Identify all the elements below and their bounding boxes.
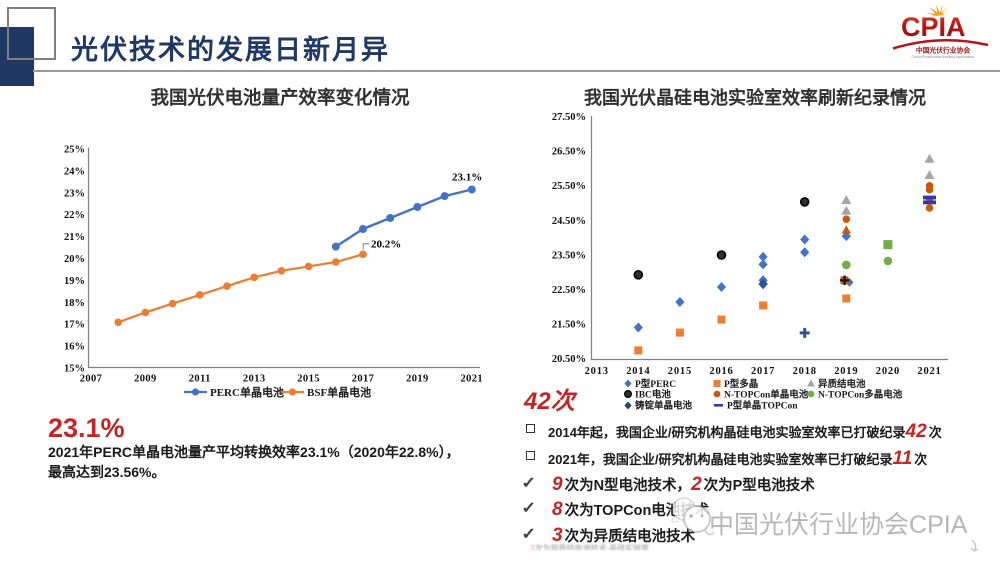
svg-text:20.50%: 20.50% (552, 354, 586, 365)
svg-text:P型PERC: P型PERC (635, 378, 676, 390)
svg-text:P型单晶TOPCon: P型单晶TOPCon (727, 400, 798, 412)
svg-text:18%: 18% (64, 298, 85, 309)
svg-text:铸锭单晶电池: 铸锭单晶电池 (635, 400, 693, 412)
svg-text:PERC单晶电池: PERC单晶电池 (210, 385, 284, 399)
svg-text:20.2%: 20.2% (371, 239, 401, 251)
svg-text:2019: 2019 (834, 366, 858, 377)
svg-text:2021: 2021 (460, 374, 483, 385)
svg-text:21.50%: 21.50% (552, 320, 586, 331)
svg-text:2015: 2015 (297, 374, 320, 385)
svg-text:15%: 15% (64, 364, 85, 375)
svg-text:27.50%: 27.50% (552, 112, 586, 123)
svg-text:2011: 2011 (189, 374, 211, 385)
svg-text:异质结电池: 异质结电池 (818, 378, 866, 390)
svg-text:26.50%: 26.50% (552, 147, 586, 158)
svg-text:中国光伏行业协会: 中国光伏行业协会 (916, 46, 971, 55)
svg-text:21%: 21% (64, 232, 85, 243)
svg-text:2017: 2017 (352, 374, 375, 385)
svg-text:2016: 2016 (709, 366, 733, 377)
svg-text:17%: 17% (64, 320, 85, 331)
svg-text:25%: 25% (64, 145, 85, 156)
svg-text:2020: 2020 (876, 366, 900, 377)
svg-text:16%: 16% (64, 342, 85, 353)
svg-text:2019: 2019 (406, 374, 429, 385)
svg-text:N-TOPCon多晶电池: N-TOPCon多晶电池 (818, 389, 903, 401)
svg-text:23%: 23% (64, 188, 85, 199)
svg-text:N-TOPCon单晶电池: N-TOPCon单晶电池 (724, 389, 809, 401)
svg-text:2017: 2017 (751, 366, 775, 377)
svg-text:23.1%: 23.1% (452, 172, 482, 184)
svg-text:2018: 2018 (793, 366, 817, 377)
svg-text:IBC电池: IBC电池 (635, 389, 671, 401)
svg-text:23.50%: 23.50% (552, 250, 586, 261)
svg-text:2007: 2007 (80, 374, 103, 385)
svg-text:China Photovoltaic Industry As: China Photovoltaic Industry Association (912, 55, 975, 59)
svg-text:2013: 2013 (585, 366, 609, 377)
svg-text:BSF单晶电池: BSF单晶电池 (307, 385, 371, 399)
svg-text:19%: 19% (64, 276, 85, 287)
svg-text:22.50%: 22.50% (552, 285, 586, 296)
svg-text:2013: 2013 (243, 374, 266, 385)
svg-text:P型多晶: P型多晶 (724, 378, 758, 390)
svg-text:24%: 24% (64, 166, 85, 177)
svg-text:2015: 2015 (668, 366, 692, 377)
svg-text:CPIA: CPIA (901, 12, 966, 42)
svg-text:24.50%: 24.50% (552, 216, 586, 227)
svg-text:25.50%: 25.50% (552, 181, 586, 192)
svg-text:22%: 22% (64, 210, 85, 221)
svg-text:20%: 20% (64, 254, 85, 265)
svg-text:2009: 2009 (134, 374, 157, 385)
svg-text:2014: 2014 (626, 366, 650, 377)
svg-text:2021: 2021 (917, 366, 941, 377)
